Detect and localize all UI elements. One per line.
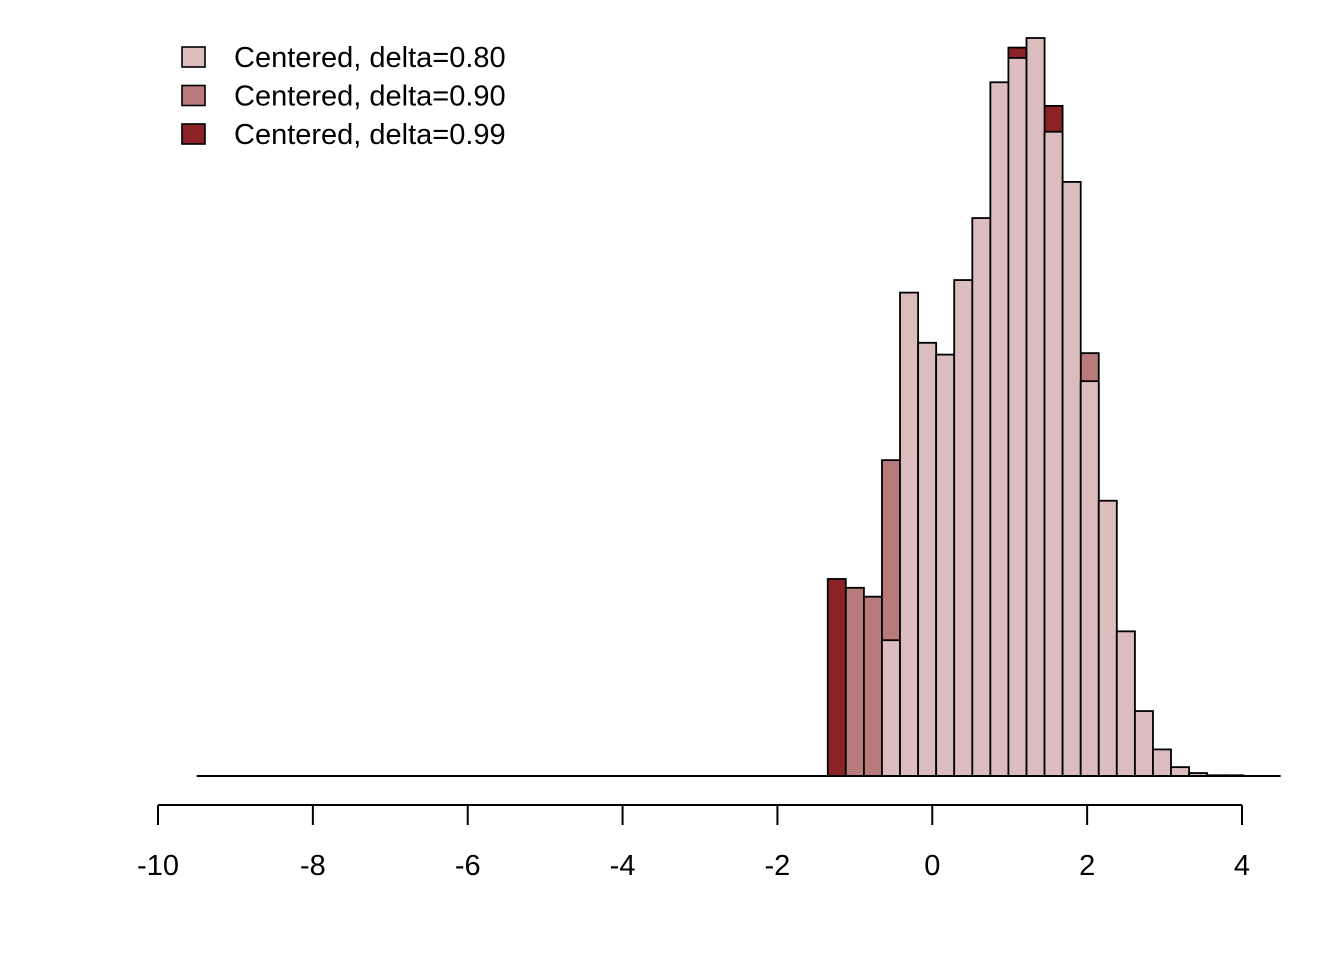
legend-label-0: Centered, delta=0.80 [234,42,506,74]
x-axis: -10 -8 -6 -4 -2 0 2 4 [137,804,1250,882]
histogram-bar-series-0-bin-10 [1061,181,1082,777]
x-tick-label-5: 0 [924,850,940,882]
legend-label-1: Centered, delta=0.90 [234,81,506,113]
legend-swatch-1 [181,84,206,107]
histogram-bar-series-0-bin-3 [935,353,956,777]
histogram-bar-series-0-bin-8 [1025,37,1046,777]
x-tick-label-2: -6 [455,850,481,882]
histogram-bar-series-0-bin-2 [917,341,938,777]
histogram-bar-series-0-bin-1 [899,291,920,777]
histogram-bar-series-0-bin-11 [1079,380,1100,777]
legend-swatch-2 [181,123,206,145]
bars-layer [826,37,1245,777]
x-tick-label-0: -10 [137,850,179,882]
histogram-bar-series-0-bin-12 [1097,499,1118,777]
legend-label-2: Centered, delta=0.99 [234,119,506,151]
x-tick-label-7: 4 [1234,850,1250,882]
histogram-bar-series-0-bin-6 [989,81,1010,777]
histogram-bar-series-0-bin-5 [971,217,992,777]
x-tick-label-6: 2 [1079,850,1095,882]
histogram-bar-series-0-bin-9 [1043,130,1064,777]
x-tick-label-3: -4 [610,850,636,882]
histogram-bar-series-1-bin-1 [863,595,883,777]
histogram-bar-series-0-bin-13 [1115,630,1136,777]
histogram-bar-series-0-bin-4 [953,279,974,777]
legend: Centered, delta=0.80 Centered, delta=0.90… [181,42,506,151]
histogram-bar-series-0-bin-16 [1170,766,1191,777]
x-tick-label-1: -8 [300,850,326,882]
histogram-bar-series-1-bin-0 [844,586,865,777]
histogram-bar-series-0-bin-0 [881,639,901,777]
histogram-bar-series-0-bin-14 [1134,710,1154,777]
legend-swatch-0 [181,46,206,68]
histogram-bar-series-0-bin-15 [1152,748,1172,777]
x-tick-label-4: -2 [765,850,791,882]
histogram-bar-series-2-bin-0 [826,578,847,777]
histogram-bar-series-0-bin-7 [1007,57,1028,777]
